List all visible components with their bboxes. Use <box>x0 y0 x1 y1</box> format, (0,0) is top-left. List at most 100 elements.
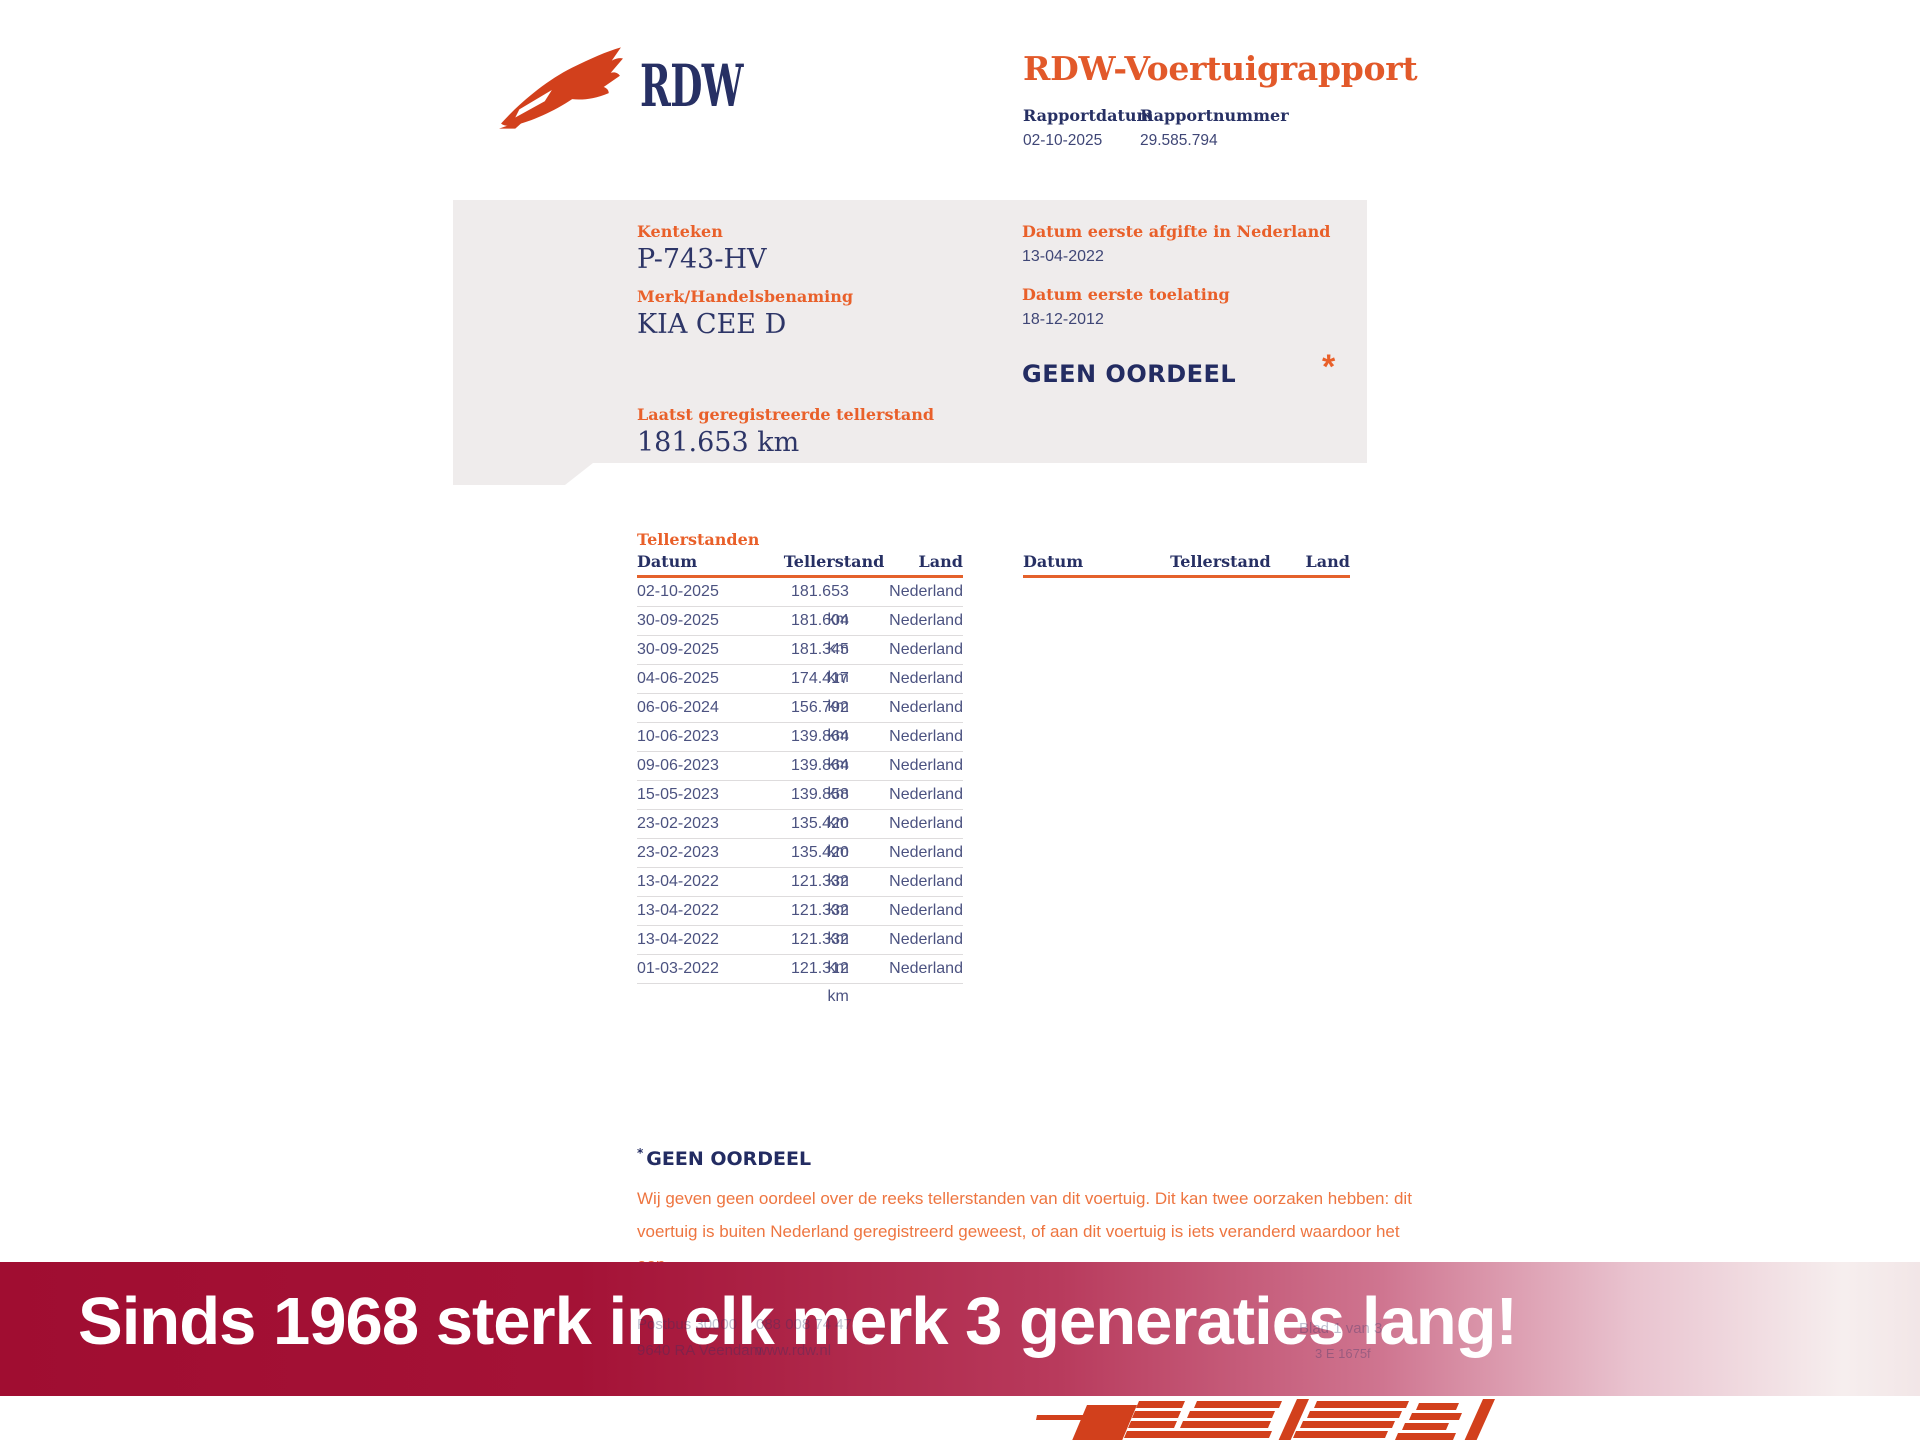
row-odometer: 139.864 km <box>791 757 849 802</box>
row-date: 04-06-2025 <box>637 670 719 687</box>
report-title: RDW-Voertuigrapport <box>1023 49 1418 88</box>
table-header-row: Datum Tellerstand Land <box>1023 553 1350 578</box>
column-header-datum: Datum <box>1023 552 1084 571</box>
footnote-title: * GEEN OORDEEL <box>637 1146 811 1170</box>
row-odometer: 156.792 km <box>791 699 849 744</box>
kenteken-label: Kenteken <box>637 222 723 241</box>
table-row: 30-09-2025 181.604 km Nederland <box>637 607 963 657</box>
tellerstand-value: 181.653 km <box>637 427 800 458</box>
row-country: Nederland <box>889 641 963 658</box>
footnote-title-text: GEEN OORDEEL <box>646 1148 812 1170</box>
row-country: Nederland <box>889 902 963 919</box>
tellerstanden-table-secondary: Datum Tellerstand Land <box>1023 553 1350 578</box>
row-odometer: 135.420 km <box>791 844 849 889</box>
row-date: 13-04-2022 <box>637 931 719 948</box>
row-date: 01-03-2022 <box>637 960 719 977</box>
report-number-value: 29.585.794 <box>1140 132 1218 149</box>
row-country: Nederland <box>889 844 963 861</box>
row-date: 09-06-2023 <box>637 757 719 774</box>
tellerstanden-table: Datum Tellerstand Land 02-10-2025 181.653… <box>637 553 963 1005</box>
row-odometer: 121.332 km <box>791 902 849 947</box>
row-odometer: 139.858 km <box>791 786 849 831</box>
rdw-feather-logo <box>499 47 623 129</box>
footer-form-code: 3 E 1675f <box>1315 1346 1371 1361</box>
report-number-label: Rapportnummer <box>1140 106 1289 125</box>
row-country: Nederland <box>889 583 963 600</box>
row-odometer: 135.420 km <box>791 815 849 860</box>
table-row: 30-09-2025 181.345 km Nederland <box>637 636 963 686</box>
row-odometer: 181.653 km <box>791 583 849 628</box>
afgifte-label: Datum eerste afgifte in Nederland <box>1022 222 1331 241</box>
row-odometer: 121.332 km <box>791 873 849 918</box>
merk-label: Merk/Handelsbenaming <box>637 287 854 306</box>
row-odometer: 121.312 km <box>791 960 849 1005</box>
afgifte-value: 13-04-2022 <box>1022 248 1104 265</box>
row-date: 23-02-2023 <box>637 815 719 832</box>
vehicle-summary-card-tail <box>453 463 593 485</box>
footer-address-line2: 9640 RA Veendam <box>637 1342 763 1359</box>
row-country: Nederland <box>889 757 963 774</box>
row-date: 06-06-2024 <box>637 699 719 716</box>
row-country: Nederland <box>889 873 963 890</box>
table-row: 15-05-2023 139.858 km Nederland <box>637 781 963 831</box>
footer-website: www.rdw.nl <box>756 1342 832 1359</box>
row-odometer: 174.417 km <box>791 670 849 715</box>
tellerstand-label: Laatst geregistreerde tellerstand <box>637 405 935 424</box>
kenteken-value: P-743-HV <box>637 244 767 275</box>
table-row: 13-04-2022 121.332 km Nederland <box>637 926 963 976</box>
toelating-value: 18-12-2012 <box>1022 311 1104 328</box>
table-row: 04-06-2025 174.417 km Nederland <box>637 665 963 715</box>
column-header-datum: Datum <box>637 552 698 571</box>
table-header-row: Datum Tellerstand Land <box>637 553 963 578</box>
row-country: Nederland <box>889 728 963 745</box>
table-row: 13-04-2022 121.332 km Nederland <box>637 868 963 918</box>
row-date: 23-02-2023 <box>637 844 719 861</box>
table-row: 23-02-2023 135.420 km Nederland <box>637 839 963 889</box>
table-row: 01-03-2022 121.312 km Nederland <box>637 955 963 1005</box>
table-row: 23-02-2023 135.420 km Nederland <box>637 810 963 860</box>
report-date-label: Rapportdatum <box>1023 106 1154 125</box>
vehicle-summary-card <box>453 200 1367 463</box>
row-odometer: 121.332 km <box>791 931 849 976</box>
footer-page-indicator: Blad 1 van 3 <box>1299 1320 1383 1337</box>
footer-phone: 088 008 74 47 <box>756 1316 852 1333</box>
row-country: Nederland <box>889 786 963 803</box>
row-date: 15-05-2023 <box>637 786 719 803</box>
dealer-speed-logo <box>1036 1399 1495 1440</box>
table-row: 02-10-2025 181.653 km Nederland <box>637 578 963 628</box>
asterisk-icon: * <box>1322 348 1336 386</box>
row-country: Nederland <box>889 670 963 687</box>
promo-banner <box>0 1262 1920 1396</box>
footer-address-line1: Postbus 30000 <box>637 1316 738 1333</box>
row-country: Nederland <box>889 699 963 716</box>
tellerstanden-section-title: Tellerstanden <box>637 530 760 549</box>
column-header-land: Land <box>1305 552 1350 571</box>
column-header-tellerstand: Tellerstand <box>1170 552 1271 571</box>
row-odometer: 139.864 km <box>791 728 849 773</box>
table-row: 10-06-2023 139.864 km Nederland <box>637 723 963 773</box>
row-date: 02-10-2025 <box>637 583 719 600</box>
brand-wordmark: RDW <box>640 52 743 120</box>
footnote-line: Wij geven geen oordeel over de reeks tel… <box>637 1189 1412 1208</box>
column-header-tellerstand: Tellerstand <box>783 552 885 571</box>
toelating-label: Datum eerste toelating <box>1022 285 1230 304</box>
promo-banner-text: Sinds 1968 sterk in elk merk 3 generatie… <box>78 1284 1518 1359</box>
row-date: 30-09-2025 <box>637 641 719 658</box>
table-row: 13-04-2022 121.332 km Nederland <box>637 897 963 947</box>
report-date-value: 02-10-2025 <box>1023 132 1103 149</box>
oordeel-status: GEEN OORDEEL <box>1022 360 1237 388</box>
row-date: 10-06-2023 <box>637 728 719 745</box>
column-header-land: Land <box>918 552 963 571</box>
asterisk-icon: * <box>637 1146 644 1160</box>
row-odometer: 181.604 km <box>791 612 849 657</box>
row-date: 13-04-2022 <box>637 902 719 919</box>
row-date: 13-04-2022 <box>637 873 719 890</box>
merk-value: KIA CEE D <box>637 309 787 340</box>
row-date: 30-09-2025 <box>637 612 719 629</box>
table-row: 06-06-2024 156.792 km Nederland <box>637 694 963 744</box>
row-country: Nederland <box>889 612 963 629</box>
table-row: 09-06-2023 139.864 km Nederland <box>637 752 963 802</box>
row-country: Nederland <box>889 815 963 832</box>
row-country: Nederland <box>889 931 963 948</box>
